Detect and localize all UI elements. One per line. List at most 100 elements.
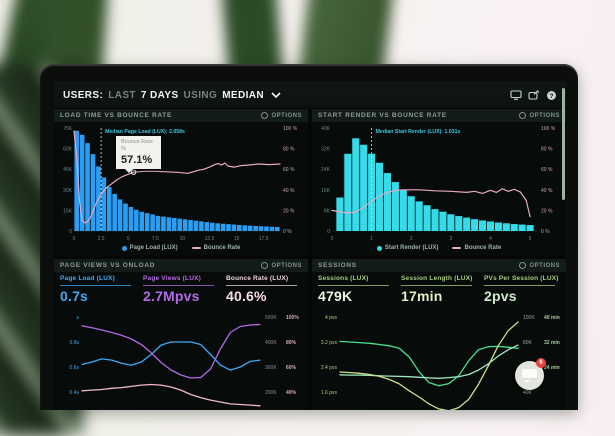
metric-sessions: Sessions (LUX) 479K — [318, 275, 394, 307]
svg-text:40 %: 40 % — [283, 188, 295, 194]
svg-text:1.6 pvs: 1.6 pvs — [321, 390, 338, 396]
svg-text:80%: 80% — [286, 340, 297, 346]
svg-text:5: 5 — [127, 236, 130, 242]
chart-legend: Page Load (LUX) Bounce Rate — [54, 242, 308, 254]
bounce-rate-tooltip: Bounce Rate % 57.1% — [116, 136, 161, 173]
panel-title: LOAD TIME VS BOUNCE RATE — [60, 112, 173, 119]
tooltip-label: Bounce Rate % — [121, 139, 153, 152]
svg-text:24K: 24K — [321, 167, 331, 173]
svg-text:2: 2 — [410, 236, 413, 242]
svg-text:40 min: 40 min — [544, 315, 560, 321]
svg-text:100%: 100% — [286, 315, 299, 321]
svg-text:Median Start Render (LUX): 1.0: Median Start Render (LUX): 1.031s — [376, 129, 461, 135]
title-median: MEDIAN — [222, 89, 265, 101]
metric-session-length: Session Length (LUX) 17min — [401, 275, 473, 304]
svg-text:60K: 60K — [63, 147, 73, 153]
svg-text:32K: 32K — [321, 147, 331, 153]
svg-text:0: 0 — [69, 229, 72, 235]
options-button[interactable]: OPTIONS — [519, 262, 560, 269]
options-button[interactable]: OPTIONS — [519, 112, 560, 119]
gear-icon — [261, 262, 269, 269]
legend-dot — [121, 245, 127, 251]
chat-button[interactable]: 6 — [515, 358, 546, 390]
svg-text:60%: 60% — [286, 365, 297, 371]
svg-text:60 %: 60 % — [283, 167, 295, 173]
svg-text:40%: 40% — [286, 390, 297, 396]
svg-text:100 %: 100 % — [283, 126, 298, 132]
legend-start-render[interactable]: Start Render (LUX) — [376, 245, 438, 251]
metric-bounce-rate: Bounce Rate (LUX) 40.6% — [226, 275, 302, 307]
users-range-dropdown[interactable]: USERS: LAST 7 DAYS USING MEDIAN — [63, 90, 281, 101]
svg-text:20 %: 20 % — [283, 208, 295, 214]
svg-text:0 %: 0 % — [541, 229, 550, 235]
metrics-row: Page Load (LUX) 0.7s Page Views (LUX) 2.… — [54, 272, 308, 307]
legend-bounce-rate[interactable]: Bounce Rate — [452, 245, 501, 251]
svg-text:0: 0 — [73, 236, 76, 242]
svg-text:80 %: 80 % — [541, 147, 553, 153]
title-last: LAST — [108, 89, 136, 101]
svg-text:0 %: 0 % — [283, 229, 292, 235]
svg-text:100K: 100K — [523, 315, 535, 321]
svg-text:40 %: 40 % — [541, 188, 553, 194]
svg-text:400K: 400K — [265, 340, 277, 346]
svg-text:4 pvs: 4 pvs — [325, 315, 337, 321]
panel-title: START RENDER VS BOUNCE RATE — [318, 112, 447, 119]
svg-text:20 %: 20 % — [541, 208, 553, 214]
svg-text:7.5: 7.5 — [152, 236, 159, 242]
legend-dot — [376, 245, 382, 251]
title-7days: 7 DAYS — [140, 89, 179, 101]
dashboard-screen: USERS: LAST 7 DAYS USING MEDIAN — [54, 82, 566, 410]
svg-text:60 %: 60 % — [541, 167, 553, 173]
svg-text:40K: 40K — [523, 390, 533, 396]
panel-load-time-vs-bounce-rate: LOAD TIME VS BOUNCE RATE OPTIONS 0 15K 30K… — [54, 109, 308, 255]
chevron-down-icon — [271, 92, 281, 98]
svg-text:10: 10 — [180, 236, 186, 242]
tooltip-value: 57.1% — [121, 153, 153, 166]
share-icon[interactable] — [528, 90, 540, 100]
scrollbar[interactable] — [562, 88, 565, 200]
panel-sessions: SESSIONS OPTIONS Sessions (LUX) 479K Ses… — [312, 259, 566, 410]
title-users: USERS: — [63, 89, 104, 101]
start-render-histogram-chart[interactable]: 0 8K 16K 24K 32K 40K 0 % 20 % 40 % 60 % 80 % 100 % 0… — [314, 122, 564, 242]
metrics-row: Sessions (LUX) 479K Session Length (LUX)… — [312, 272, 566, 307]
svg-text:80K: 80K — [523, 340, 533, 346]
svg-text:4: 4 — [489, 236, 492, 242]
svg-text:16K: 16K — [321, 188, 331, 194]
notification-badge: 6 — [536, 358, 546, 368]
svg-text:0: 0 — [331, 236, 334, 242]
svg-text:0: 0 — [327, 229, 330, 235]
dashboard-topbar: USERS: LAST 7 DAYS USING MEDIAN — [54, 82, 566, 108]
svg-text:15K: 15K — [63, 208, 73, 214]
metric-page-views: Page Views (LUX) 2.7Mpvs — [143, 275, 219, 307]
legend-page-load[interactable]: Page Load (LUX) — [121, 245, 178, 251]
svg-text:40K: 40K — [321, 126, 331, 132]
svg-text:5: 5 — [529, 236, 532, 242]
load-time-histogram-chart[interactable]: 0 15K 30K 45K 60K 75K 0 % 20 % 40 % 60 % 80 % 100 %… — [56, 122, 306, 242]
chart-legend: Start Render (LUX) Bounce Rate — [312, 242, 566, 254]
svg-text:2.5: 2.5 — [98, 236, 105, 242]
metric-page-load: Page Load (LUX) 0.7s — [60, 275, 136, 307]
panel-title: SESSIONS — [318, 262, 357, 269]
gear-icon — [519, 112, 527, 119]
options-button[interactable]: OPTIONS — [261, 262, 302, 269]
svg-text:?: ? — [550, 93, 554, 100]
legend-dash — [191, 247, 201, 249]
svg-text:500K: 500K — [265, 315, 277, 321]
help-icon[interactable]: ? — [546, 90, 557, 101]
options-button[interactable]: OPTIONS — [261, 112, 302, 119]
panel-title: PAGE VIEWS VS ONLOAD — [60, 262, 156, 269]
svg-text:300K: 300K — [265, 365, 277, 371]
panel-grid: LOAD TIME VS BOUNCE RATE OPTIONS 0 15K 30K… — [54, 109, 566, 410]
page-views-line-chart[interactable]: s 0.8s 0.6s 0.4s 500K 100% 400K 80% 300K 60% 200K 4… — [56, 307, 306, 410]
display-icon[interactable] — [510, 90, 522, 100]
legend-bounce-rate[interactable]: Bounce Rate — [191, 245, 240, 251]
svg-text:1: 1 — [370, 236, 373, 242]
sessions-line-chart[interactable]: 4 pvs 3.2 pvs 2.4 pvs 1.6 pvs 100K 40 min 80K 3… — [314, 307, 564, 410]
svg-text:24 min: 24 min — [544, 365, 560, 371]
panel-page-views-vs-onload: PAGE VIEWS VS ONLOAD OPTIONS Page Load (… — [54, 259, 308, 410]
svg-text:15: 15 — [234, 236, 240, 242]
svg-text:2.4 pvs: 2.4 pvs — [321, 365, 338, 371]
svg-text:3.2 pvs: 3.2 pvs — [321, 340, 338, 346]
svg-text:32 min: 32 min — [544, 340, 560, 346]
svg-text:0.6s: 0.6s — [70, 365, 80, 371]
